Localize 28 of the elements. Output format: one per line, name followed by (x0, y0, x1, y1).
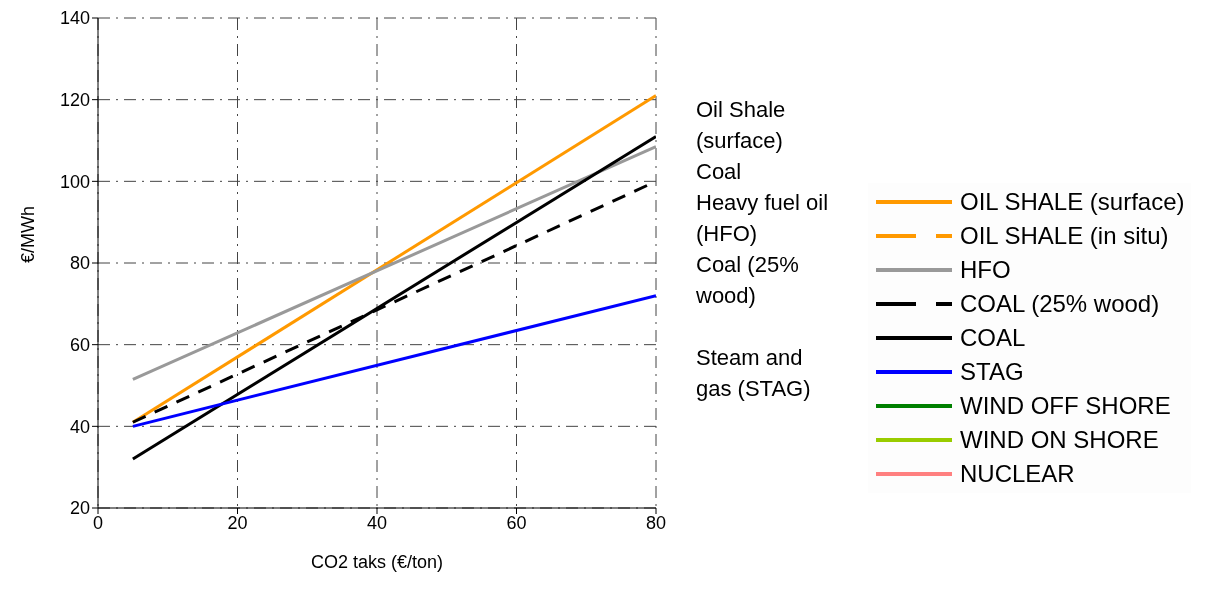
x-tick-label: 80 (645, 512, 667, 533)
legend-label: STAG (960, 357, 1024, 387)
text: Heavy fuel oil (HFO) (696, 189, 830, 248)
x-tick-label: 60 (506, 512, 527, 533)
legend-label: COAL (960, 323, 1026, 353)
y-tick-label: 40 (69, 416, 90, 437)
legend-label: OIL SHALE (surface) (960, 187, 1185, 217)
y-tick-label: 20 (69, 498, 90, 519)
legend-label: HFO (960, 255, 1011, 285)
text: Steam and gas (STAG) (696, 344, 812, 403)
y-tick-label: 80 (69, 253, 90, 274)
legend-label: OIL SHALE (in situ) (960, 221, 1169, 251)
legend-label: NUCLEAR (960, 459, 1075, 489)
x-tick-label: 40 (366, 512, 388, 533)
legend-label: WIND OFF SHORE (960, 391, 1171, 421)
x-tick-label: 0 (92, 512, 104, 533)
text: Coal (25% wood) (696, 251, 800, 310)
legend-label: COAL (25% wood) (960, 289, 1160, 319)
x-axis-title: CO2 taks (€/ton) (310, 552, 444, 572)
text: Oil Shale (surface) (696, 96, 787, 155)
y-axis-title: €/MWh (18, 205, 39, 263)
y-tick-label: 100 (59, 171, 90, 192)
y-tick-label: 140 (59, 8, 90, 29)
y-tick-label: 60 (69, 335, 90, 356)
text: Coal (696, 158, 743, 186)
y-tick-label: 120 (59, 90, 90, 111)
x-tick-label: 20 (227, 512, 248, 533)
legend-label: WIND ON SHORE (960, 425, 1159, 455)
